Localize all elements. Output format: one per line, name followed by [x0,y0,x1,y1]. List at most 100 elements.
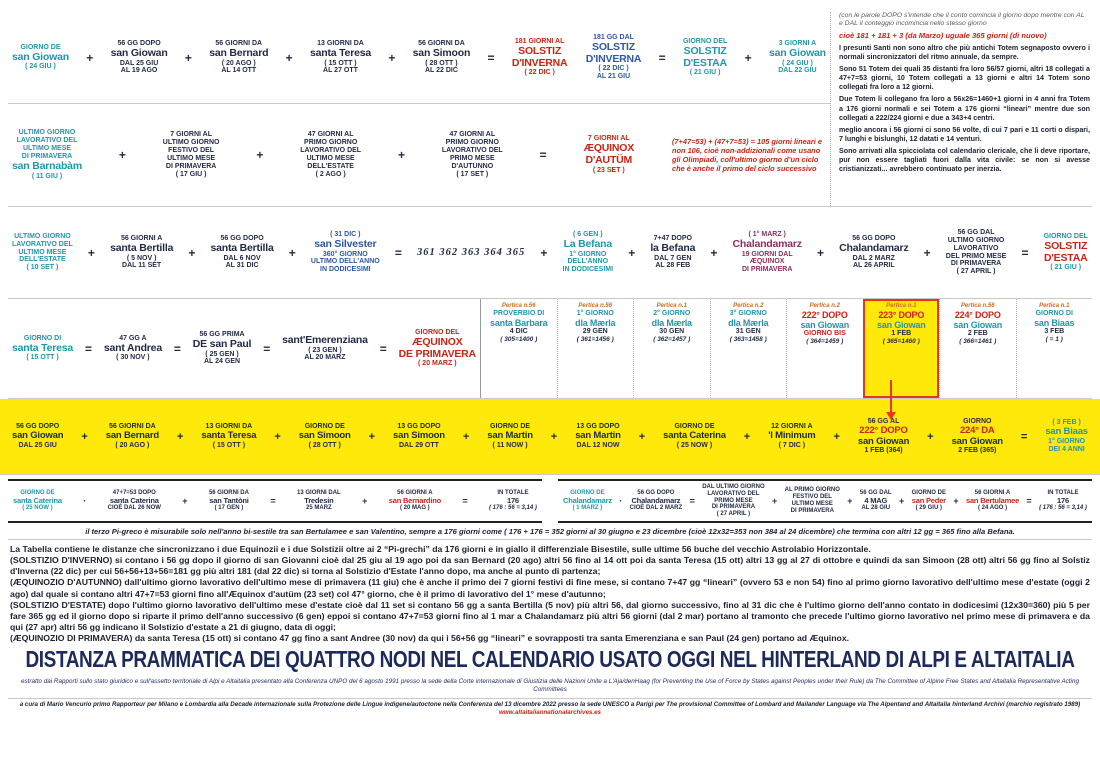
node-san-bernard: 56 GIORNI DA san Bernard( 20 AGO ) [104,423,161,450]
operator-plus: + [388,50,396,65]
node-line: LAVORATIVO DEL [16,137,78,145]
node-san-simoon: 56 GIORNI DA san Simoon( 28 OTT ) AL 22 DI… [411,40,473,76]
node-line: ( 176 : 56 = 3,14 ) [1039,505,1087,512]
node-line: 176 [506,495,519,505]
node-line: ( 17 SET ) [456,170,489,178]
calendar-node: ULTIMO GIORNO LAVORATIVO DEL ULTIMO MESE DE… [10,233,75,273]
node-line: san Bernardino [388,495,441,505]
node-line: san Simoon [298,430,351,442]
operator-plus: + [743,430,751,443]
operator-equals: = [263,341,271,356]
node-line: IN TOTALE [1047,489,1079,496]
footer-link: www.altaitaliannationalarchives.es [499,708,601,716]
node-line: san Giowan [876,320,926,331]
node-line: ( 29 GIU ) [915,505,942,512]
node-line: ( 6 GEN ) [573,230,603,238]
node-line: ( 11 NOW ) [492,441,528,449]
node-line: san Biaas [1034,317,1075,328]
node-line: AL PRIMO GIORNO [784,487,840,494]
node-line: ( 20 MAG ) [400,505,430,512]
node-san-giowan: 56 GG DOPO san Giowan DAL 25 GIU AL 19 AGO [109,40,170,76]
operator-plus: + [81,430,88,443]
paragraph: Sono arrivati alla spicciolata col calen… [839,146,1090,173]
node-line: IN DODICESIMI [320,266,371,274]
node-line: PRIMO GIORNO [304,139,358,147]
node-line: GIORNO DE [674,423,715,431]
node-line: LAVORATIVO DEL [12,240,73,248]
page-footer: a cura di Mario Vencurio primo Rapporteu… [8,697,1092,717]
node-line: GIORNO DE [304,423,345,431]
node-line: 361 362 363 364 365 [416,246,526,258]
node-l-minimum: 12 GIORNI A'l Minimum( 7 DIC ) [766,423,817,450]
node-line: Pertica n.2 [733,303,764,309]
node-line: DEI 4 ANNI [1048,445,1085,453]
node-line: 224° DA [959,424,995,436]
node-line: 29 GEN [582,328,608,336]
node-line: AL 31 DIC [225,262,259,270]
node-line: ULTIMO GIORNO [162,139,220,147]
node-line: ( 364=1459 ) [806,338,844,346]
node-line: ( 30 NOV ) [116,354,150,362]
node-line: san Bertulamee [965,495,1020,505]
node-line: ( 23 SET ) [592,166,625,174]
node-line: 224° DOPO [954,309,1001,320]
node-line: ( 17 GIU ) [175,170,207,178]
node-line: santa Caterina [109,495,159,505]
node-line: ( = 1 ) [1045,336,1063,344]
node-line: ( 15 OTT ) [26,354,59,362]
node-176: IN TOTALE 176( 176 : 56 = 3,14 ) [487,490,539,512]
node-line: LAVORATIVO DEL [300,147,362,155]
node-tredesin: 13 GIORNI DAL Tredesin 25 MARZ [295,490,343,512]
node-line: 56 GG DAL [957,228,995,236]
node-santa-teresa: GIORNO DI santa Teresa( 15 OTT ) [10,335,75,363]
node-line: PRIMO MESE [449,155,495,162]
node-line: ( 5 NOV ) [126,254,157,262]
paragraph: La Tabella contiene le distanze che sinc… [10,544,871,554]
node-san-martin: GIORNO DE san Martin( 11 NOW ) [485,423,535,450]
node-line: D'AUTÜM [585,154,633,166]
paragraph: Due Totem li collegano fra loro a 56x26=… [839,95,1090,122]
pi-table-chalandamarz: GIORNO DE Chalandamarz( 1 MARZ ) · 56 GG DO… [558,479,1092,523]
operator-dot: · [619,496,623,506]
node-line: sant Andrea [103,341,162,354]
node-line: GIORNO DEL [682,37,728,45]
node-solstiz: GIORNO DEL SOLSTIZ D'ESTAA( 21 GIU ) [681,38,729,78]
operator-plus: + [744,50,752,65]
node-line: 222° DOPO [859,424,908,436]
node-4-mag: 56 GG DAL 4 MAG AL 28 GIU [858,490,894,512]
node-line: san Simoon [393,430,445,442]
node-la-befana: 7+47 DOPO la Befana DAL 7 GEN AL 28 FEB [648,235,697,271]
paragraph: I presunti Santi non sono altro che più … [839,44,1090,62]
node-line: santa Teresa [309,46,371,59]
node-line: ( 3 FEB ) [1052,419,1081,427]
footer-text: a cura di Mario Vencurio primo Rapporteu… [19,700,1081,708]
node-line: GIORNO DEL [415,328,460,336]
node-line: santa Bertilla [210,241,274,254]
node-line: 47+7=53 DOPO [112,489,156,496]
node-line: san Giowan [110,46,168,59]
operator-plus: + [772,496,778,506]
operator-plus: + [188,245,196,260]
node-line: san Bernard [105,430,159,442]
node-line: Pertica n.56 [578,303,613,309]
equation-row-aequinox-autunno: ULTIMO GIORNO LAVORATIVO DEL ULTIMO MESE DI… [8,104,830,206]
operator-equals: = [689,496,695,506]
paragraph: (ÆQUINOZIO DI PRIMAVERA) da santa Teresa… [10,633,850,643]
node-line: 56 GG DOPO [117,39,161,47]
node-line: PROVERBIO DI [493,309,545,317]
node-line: D'INVERNA [511,56,568,69]
node-san-biaas: ( 3 FEB ) san Biaas 1° GIORNO DEI 4 ANNI [1043,419,1090,454]
node-santa-caterina: GIORNO DE santa Caterina( 25 NOW ) [11,490,64,512]
node-224-dopo: Pertica n.56 224° DOPO san Giowan 2 FEB( 36… [939,299,1016,398]
operator-plus: + [274,430,281,443]
node-line: DAL 12 NOW [576,441,620,449]
node-line: 31 GEN [735,328,761,336]
node-line: Pertica n.1 [886,303,917,309]
node-line: ULTIMO MESE [306,155,355,162]
node-line: ÆQUINOX [412,335,463,348]
calendar-node: 47 GIORNI AL PRIMO GIORNO LAVORATIVO DEL PR… [440,131,505,179]
operator-plus: + [923,245,931,260]
